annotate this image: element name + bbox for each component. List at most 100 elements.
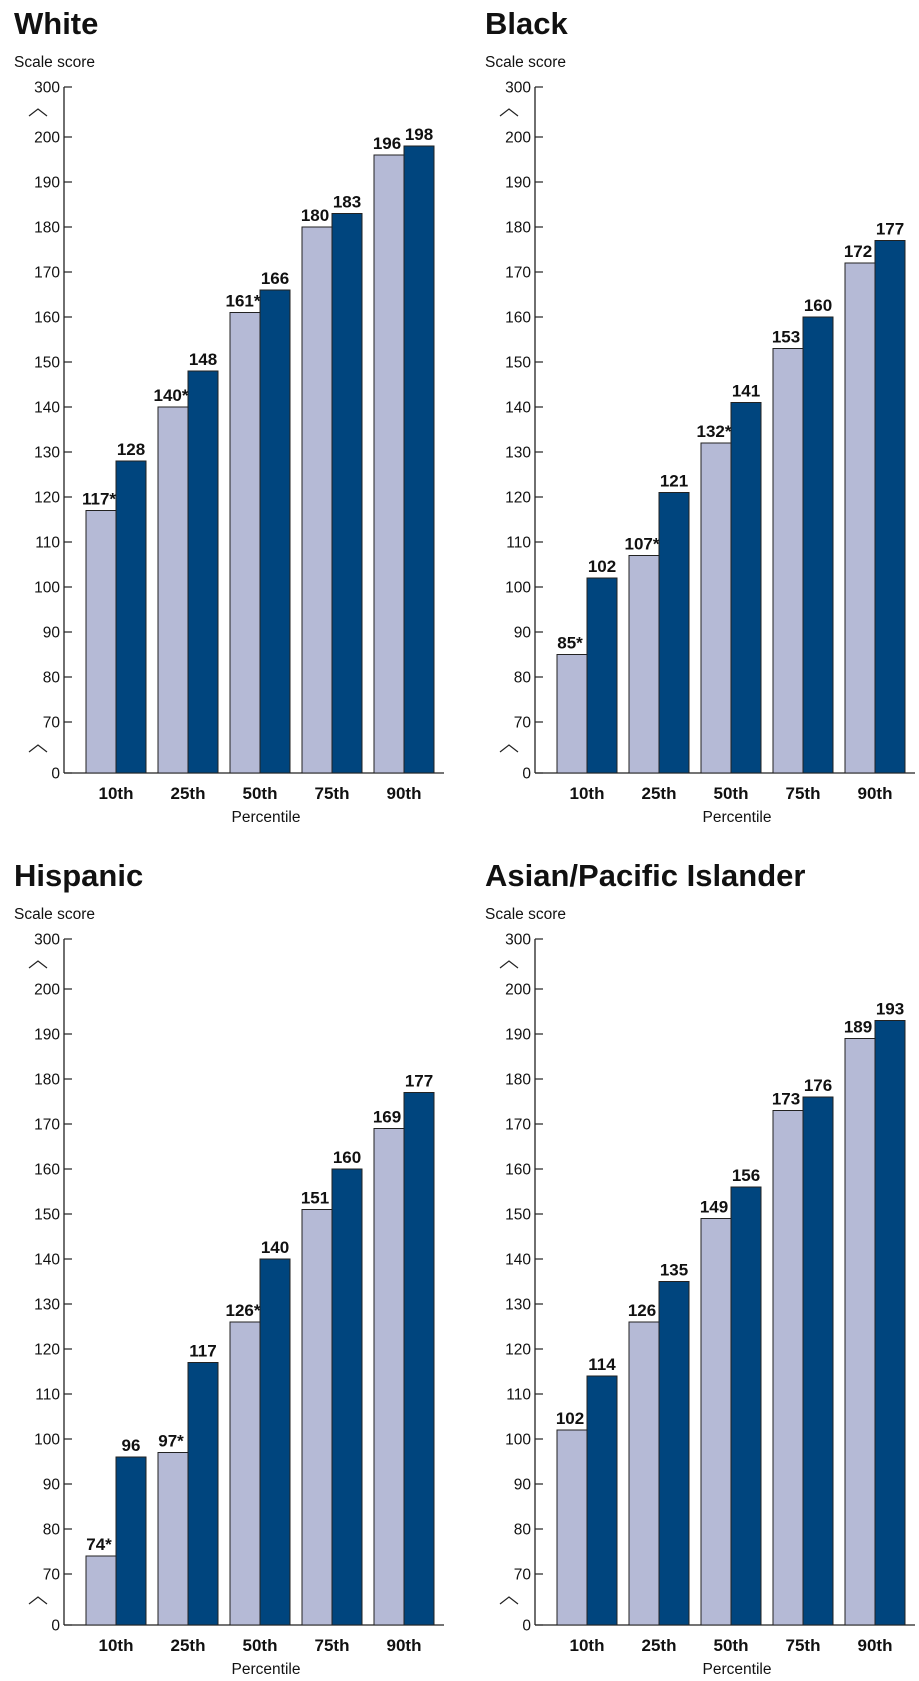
x-axis-label: Percentile bbox=[703, 809, 772, 826]
data-label: 96 bbox=[122, 1436, 141, 1455]
axis-break-mark bbox=[28, 1596, 48, 1605]
bar bbox=[586, 577, 618, 774]
chart-title: Asian/Pacific Islander bbox=[485, 858, 805, 893]
y-tick-label: 180 bbox=[34, 220, 60, 237]
bar bbox=[556, 654, 588, 774]
y-tick-label: 150 bbox=[34, 355, 60, 372]
y-tick-label: 140 bbox=[34, 1252, 60, 1269]
y-tick-label: 80 bbox=[514, 1522, 532, 1539]
bar bbox=[772, 348, 804, 774]
y-tick-label: 180 bbox=[505, 1072, 531, 1089]
data-label: 161* bbox=[226, 292, 261, 311]
y-tick-label: 150 bbox=[505, 355, 531, 372]
bar bbox=[730, 402, 762, 774]
y-tick-label: 90 bbox=[514, 625, 532, 642]
data-label: 151 bbox=[301, 1189, 329, 1208]
y-tick-label: 110 bbox=[506, 1387, 531, 1404]
data-label: 183 bbox=[333, 193, 361, 212]
y-tick-label: 160 bbox=[505, 1162, 531, 1179]
y-tick-label: 170 bbox=[34, 1117, 60, 1134]
data-label: 141 bbox=[732, 382, 760, 401]
y-tick-label: 70 bbox=[43, 1567, 61, 1584]
bar bbox=[331, 213, 363, 774]
x-tick-label: 90th bbox=[387, 1636, 422, 1655]
data-label: 97* bbox=[158, 1432, 184, 1451]
y-tick-label: 130 bbox=[505, 1297, 531, 1314]
bar bbox=[700, 442, 732, 774]
y-tick-label: 300 bbox=[505, 932, 531, 949]
y-tick-label: 90 bbox=[43, 1477, 61, 1494]
data-label: 166 bbox=[261, 269, 289, 288]
data-label: 148 bbox=[189, 350, 217, 369]
data-label: 126* bbox=[226, 1301, 261, 1320]
bar bbox=[658, 492, 690, 774]
y-tick-label: 100 bbox=[34, 1432, 60, 1449]
x-tick-label: 75th bbox=[315, 784, 350, 803]
y-tick-label: 90 bbox=[43, 625, 61, 642]
chart-title: White bbox=[14, 6, 98, 41]
bar bbox=[556, 1429, 588, 1626]
axis-break-mark bbox=[28, 960, 48, 969]
axis-break-mark bbox=[499, 108, 519, 117]
bar bbox=[187, 1362, 219, 1626]
data-label: 140 bbox=[261, 1238, 289, 1257]
bar bbox=[157, 406, 189, 774]
axis-break-mark bbox=[499, 960, 519, 969]
axis-break-mark bbox=[28, 108, 48, 117]
data-label: 169 bbox=[373, 1108, 401, 1127]
y-tick-label: 200 bbox=[34, 130, 60, 147]
axis-break-mark bbox=[28, 744, 48, 753]
bar bbox=[229, 1321, 261, 1626]
data-label: 135 bbox=[660, 1261, 688, 1280]
y-axis-label: Scale score bbox=[485, 906, 566, 923]
x-tick-label: 50th bbox=[243, 784, 278, 803]
y-tick-label: 100 bbox=[505, 1432, 531, 1449]
y-tick-label: 0 bbox=[51, 1618, 60, 1635]
y-tick-label: 80 bbox=[43, 670, 61, 687]
y-tick-label: 190 bbox=[505, 1027, 531, 1044]
y-tick-label: 130 bbox=[34, 1297, 60, 1314]
y-tick-label: 300 bbox=[34, 932, 60, 949]
x-tick-label: 25th bbox=[171, 1636, 206, 1655]
y-tick-label: 100 bbox=[505, 580, 531, 597]
bar bbox=[403, 1092, 435, 1626]
data-label: 149 bbox=[700, 1198, 728, 1217]
data-label: 177 bbox=[405, 1072, 433, 1091]
bar bbox=[874, 1020, 906, 1626]
bar bbox=[373, 154, 405, 774]
data-label: 189 bbox=[844, 1018, 872, 1037]
y-tick-label: 160 bbox=[505, 310, 531, 327]
bar bbox=[700, 1218, 732, 1626]
chart-title: Black bbox=[485, 6, 568, 41]
bar bbox=[844, 1038, 876, 1626]
y-tick-label: 120 bbox=[34, 490, 60, 507]
chart-title: Hispanic bbox=[14, 858, 143, 893]
x-tick-label: 75th bbox=[786, 784, 821, 803]
data-label: 177 bbox=[876, 220, 904, 239]
y-tick-label: 150 bbox=[34, 1207, 60, 1224]
y-tick-label: 80 bbox=[514, 670, 532, 687]
data-label: 102 bbox=[556, 1409, 584, 1428]
x-tick-label: 75th bbox=[315, 1636, 350, 1655]
y-tick-label: 70 bbox=[514, 715, 532, 732]
axis-break-mark bbox=[499, 1596, 519, 1605]
data-label: 153 bbox=[772, 328, 800, 347]
x-tick-label: 25th bbox=[171, 784, 206, 803]
bar bbox=[301, 226, 333, 774]
bar bbox=[85, 1555, 117, 1626]
bar bbox=[259, 1258, 291, 1626]
y-tick-label: 110 bbox=[506, 535, 531, 552]
bar bbox=[772, 1110, 804, 1626]
bar bbox=[658, 1281, 690, 1626]
y-tick-label: 90 bbox=[514, 1477, 532, 1494]
y-tick-label: 110 bbox=[35, 1387, 60, 1404]
data-label: 117 bbox=[189, 1342, 216, 1361]
x-tick-label: 75th bbox=[786, 1636, 821, 1655]
y-axis-label: Scale score bbox=[14, 906, 95, 923]
bar bbox=[115, 1456, 147, 1626]
y-tick-label: 300 bbox=[505, 80, 531, 97]
data-label: 180 bbox=[301, 206, 329, 225]
x-tick-label: 10th bbox=[99, 784, 134, 803]
y-tick-label: 70 bbox=[514, 1567, 532, 1584]
